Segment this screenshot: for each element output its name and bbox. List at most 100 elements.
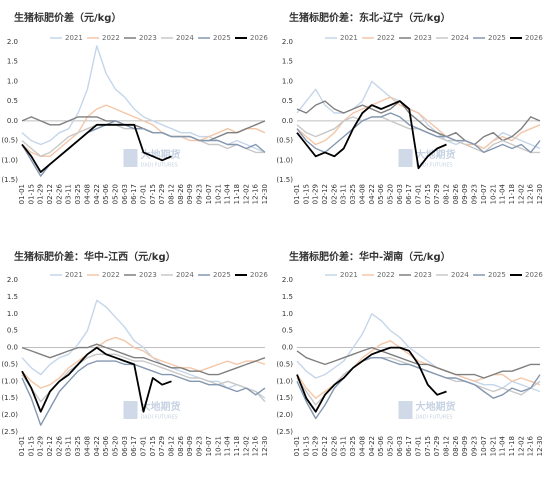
x-tick-label: 12-02 xyxy=(517,184,525,204)
y-tick-label: (0.5) xyxy=(1,137,18,145)
x-tick-label: 03-25 xyxy=(74,436,82,456)
x-tick-label: 04-08 xyxy=(83,184,91,204)
y-tick-label: (2.0) xyxy=(276,411,293,419)
x-tick-label: 09-23 xyxy=(196,436,204,456)
y-tick-label: (1.5) xyxy=(1,394,18,402)
legend-label: 2022 xyxy=(102,271,120,279)
x-tick-label: 12-16 xyxy=(252,435,260,456)
y-tick-label: 0.0 xyxy=(282,344,293,352)
chart-title: 生猪标肥价差（元/kg） xyxy=(14,11,121,24)
x-tick-label: 04-22 xyxy=(93,184,101,204)
legend-label: 2025 xyxy=(488,271,506,279)
series-line xyxy=(296,112,541,154)
y-tick-label: (1.0) xyxy=(1,156,18,164)
x-tick-label: 07-01 xyxy=(140,184,148,204)
y-tick-label: 1.5 xyxy=(7,293,18,301)
y-tick-label: (0.5) xyxy=(1,360,18,368)
legend-label: 2021 xyxy=(340,271,358,279)
y-tick-label: 1.0 xyxy=(7,77,18,85)
chart-panel: 生猪标肥价差：东北-辽宁（元/kg） 大地期货 DADI FUTURES 2.0 1.5… xyxy=(276,11,544,204)
x-tick-label: 03-25 xyxy=(74,184,82,204)
y-tick-label: (2.5) xyxy=(1,428,18,436)
x-tick-label: 07-01 xyxy=(415,184,423,204)
y-tick-label: 0.5 xyxy=(7,97,18,105)
series-line xyxy=(21,299,266,399)
x-tick-label: 10-07 xyxy=(480,436,488,456)
watermark: 大地期货 xyxy=(416,400,456,413)
series-line xyxy=(21,353,266,403)
y-tick-label: 0.0 xyxy=(282,117,293,125)
x-tick-label: 01-01 xyxy=(18,184,26,204)
x-tick-label: 05-20 xyxy=(111,184,119,204)
series-line xyxy=(21,343,266,376)
legend-label: 2023 xyxy=(414,271,432,279)
watermark-sub: DADI FUTURES xyxy=(141,415,178,421)
y-tick-label: 2.0 xyxy=(7,38,18,46)
legend-label: 2026 xyxy=(525,34,543,42)
x-tick-label: 04-08 xyxy=(83,436,91,456)
x-tick-label: 12-16 xyxy=(527,435,535,456)
x-tick-label: 07-01 xyxy=(415,436,423,456)
x-tick-label: 07-29 xyxy=(433,184,441,204)
x-tick-label: 03-25 xyxy=(349,184,357,204)
x-tick-label: 08-26 xyxy=(177,183,185,204)
legend-label: 2022 xyxy=(377,271,395,279)
x-tick-label: 01-15 xyxy=(27,184,35,204)
x-tick-label: 03-11 xyxy=(65,184,73,204)
y-tick-label: 0.5 xyxy=(282,97,293,105)
chart-title: 生猪标肥价差：华中-江西（元/kg） xyxy=(14,250,176,263)
x-tick-label: 02-26 xyxy=(55,435,63,456)
x-tick-label: 07-01 xyxy=(140,436,148,456)
watermark: 大地期货 xyxy=(141,148,181,161)
series-line xyxy=(296,346,540,379)
x-tick-label: 06-03 xyxy=(396,436,404,456)
x-tick-label: 07-15 xyxy=(149,436,157,456)
x-tick-label: 02-12 xyxy=(46,436,54,456)
series-line xyxy=(296,116,540,154)
legend-label: 2023 xyxy=(414,34,432,42)
series-line xyxy=(21,346,172,413)
chart-title: 生猪标肥价差：东北-辽宁（元/kg） xyxy=(289,11,451,24)
series-line xyxy=(296,313,541,393)
watermark-sub: DADI FUTURES xyxy=(141,163,178,169)
x-tick-label: 05-06 xyxy=(102,435,110,456)
watermark-sub: DADI FUTURES xyxy=(416,415,453,421)
x-tick-label: 11-18 xyxy=(233,436,241,456)
x-tick-label: 12-16 xyxy=(252,183,260,204)
x-tick-label: 08-12 xyxy=(443,184,451,204)
x-tick-label: 05-06 xyxy=(377,435,385,456)
x-tick-label: 04-08 xyxy=(358,436,366,456)
x-tick-label: 06-17 xyxy=(130,436,138,456)
x-tick-label: 02-26 xyxy=(330,183,338,204)
chart-panel: 生猪标肥价差（元/kg） 大地期货 DADI FUTURES 2.0 1.5 1.0 0.5… xyxy=(1,11,269,204)
x-tick-label: 02-12 xyxy=(46,184,54,204)
y-tick-label: (0.5) xyxy=(276,137,293,145)
y-tick-label: (1.0) xyxy=(276,377,293,385)
y-tick-label: (1.5) xyxy=(276,394,293,402)
legend-label: 2026 xyxy=(250,271,268,279)
x-tick-label: 11-04 xyxy=(224,183,232,204)
watermark-sub: DADI FUTURES xyxy=(416,163,453,169)
x-tick-label: 01-29 xyxy=(312,184,320,204)
x-tick-label: 04-22 xyxy=(93,436,101,456)
x-tick-label: 07-29 xyxy=(433,436,441,456)
y-tick-label: 1.5 xyxy=(282,58,293,66)
x-tick-label: 01-29 xyxy=(37,184,45,204)
x-tick-label: 10-21 xyxy=(489,184,497,204)
y-tick-label: 0.5 xyxy=(7,327,18,335)
y-tick-label: (1.0) xyxy=(1,377,18,385)
x-tick-label: 01-29 xyxy=(37,436,45,456)
series-line xyxy=(21,360,266,426)
legend-label: 2025 xyxy=(488,34,506,42)
x-tick-label: 07-15 xyxy=(149,184,157,204)
x-tick-label: 05-20 xyxy=(386,184,394,204)
x-tick-label: 10-07 xyxy=(205,436,213,456)
x-tick-label: 06-17 xyxy=(405,184,413,204)
x-tick-label: 12-30 xyxy=(536,436,544,456)
x-tick-label: 12-30 xyxy=(261,436,269,456)
x-tick-label: 11-04 xyxy=(499,435,507,456)
y-tick-label: 2.0 xyxy=(282,276,293,284)
x-tick-label: 08-12 xyxy=(168,436,176,456)
